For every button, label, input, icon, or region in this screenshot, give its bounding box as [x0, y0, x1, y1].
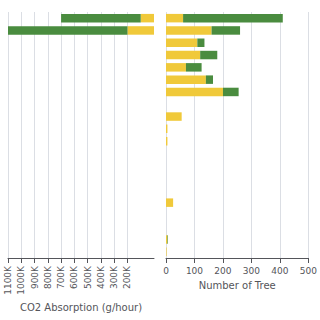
- svg-text:0: 0: [163, 266, 169, 276]
- svg-text:700K: 700K: [56, 265, 66, 289]
- svg-text:300K: 300K: [109, 265, 119, 289]
- svg-text:CO2 Absorption (g/hour): CO2 Absorption (g/hour): [20, 302, 142, 313]
- svg-text:500: 500: [300, 266, 317, 276]
- svg-text:400: 400: [271, 266, 288, 276]
- svg-text:400K: 400K: [96, 265, 106, 289]
- svg-text:900K: 900K: [30, 265, 40, 289]
- svg-text:500K: 500K: [83, 265, 93, 289]
- svg-text:1000K: 1000K: [16, 265, 26, 295]
- svg-text:200: 200: [214, 266, 231, 276]
- svg-text:1100K: 1100K: [3, 265, 13, 295]
- svg-text:100: 100: [186, 266, 203, 276]
- svg-text:Number of Tree: Number of Tree: [199, 280, 276, 291]
- svg-text:600K: 600K: [69, 265, 79, 289]
- svg-text:800K: 800K: [43, 265, 53, 289]
- svg-text:200K: 200K: [122, 265, 132, 289]
- svg-text:300: 300: [243, 266, 260, 276]
